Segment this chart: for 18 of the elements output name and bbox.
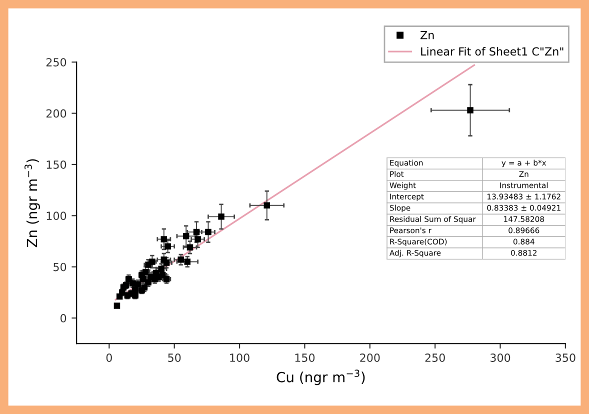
y-tick-label: 250: [46, 58, 66, 66]
x-tick-label: 300: [490, 354, 510, 362]
x-tick-label: 200: [360, 354, 380, 362]
x-tick-label: 350: [556, 354, 576, 362]
x-tick-label: 50: [168, 354, 181, 362]
legend-label: Linear Fit of Sheet1 C"Zn": [421, 47, 564, 56]
legend-label: Zn: [420, 31, 434, 40]
y-tick-label: 200: [46, 109, 66, 118]
x-tick-label: 0: [106, 354, 112, 362]
x-tick-label: 250: [425, 354, 445, 362]
y-axis-title: Zn (ngr m$^{−3}$): [24, 159, 40, 248]
x-tick-label: 150: [295, 354, 315, 362]
y-tick-label: 100: [46, 212, 66, 220]
y-tick-label: 50: [54, 262, 66, 272]
y-tick-label: 150: [46, 160, 66, 169]
y-tick-label: 0: [60, 314, 66, 322]
x-axis-title: Cu (ngr m$^{−3}$): [276, 370, 365, 386]
x-tick-label: 100: [230, 354, 250, 362]
